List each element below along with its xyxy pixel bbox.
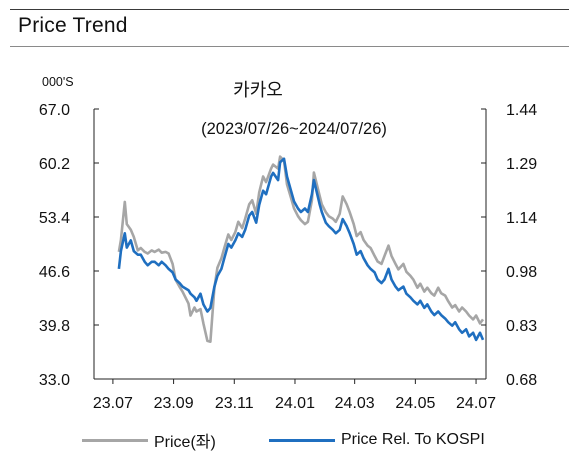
legend-item-relative: Price Rel. To KOSPI [269,428,485,452]
x-tick-label: 24.03 [335,395,375,412]
chart-title: 카카오 [233,80,283,101]
chart-subtitle: (2023/07/26~2024/07/26) [201,120,387,138]
y-left-tick-label: 60.2 [39,156,70,173]
x-tick-label: 23.11 [215,395,254,412]
x-tick-label: 24.05 [395,395,435,412]
title-divider [10,46,569,47]
y-right-tick-label: 1.14 [506,210,537,227]
price-trend-chart: 000'S 카카오 (2023/07/26~2024/07/26) 67.0 60… [39,75,537,412]
y-right-ticks: 1.44 1.29 1.14 0.98 0.83 0.68 [481,102,537,389]
section-title: Price Trend [18,14,128,37]
x-tick-label: 24.01 [275,395,315,412]
legend-label-relative: Price Rel. To KOSPI [341,431,485,448]
unit-label: 000'S [42,75,74,89]
y-left-tick-label: 46.6 [39,264,70,281]
y-left-tick-label: 39.8 [39,318,70,335]
y-left-tick-label: 53.4 [39,210,70,227]
top-border-line [10,9,569,10]
legend-item-price: Price(좌) [82,428,216,452]
chart-axes [93,109,487,380]
y-left-tick-label: 67.0 [39,102,70,119]
y-right-tick-label: 0.83 [506,318,537,335]
y-left-tick-label: 33.0 [39,372,70,389]
x-tick-label: 23.09 [154,395,194,412]
x-tick-label: 24.07 [456,395,496,412]
y-right-tick-label: 1.44 [506,102,537,119]
x-ticks: 23.07 23.09 23.11 24.01 24.03 24.05 24.07 [93,379,496,412]
x-tick-label: 23.07 [93,395,133,412]
series-line-relative-to-kospi [117,157,485,342]
y-right-tick-label: 0.98 [506,264,537,281]
y-right-tick-label: 0.68 [506,372,537,389]
legend-label-price: Price(좌) [154,434,216,451]
legend-swatch-relative [269,438,335,442]
y-right-tick-label: 1.29 [506,156,537,173]
series-line-price [117,155,485,344]
legend-swatch-price [82,438,148,442]
plot-lines [117,155,485,344]
y-left-ticks: 67.0 60.2 53.4 46.6 39.8 33.0 [39,102,99,389]
